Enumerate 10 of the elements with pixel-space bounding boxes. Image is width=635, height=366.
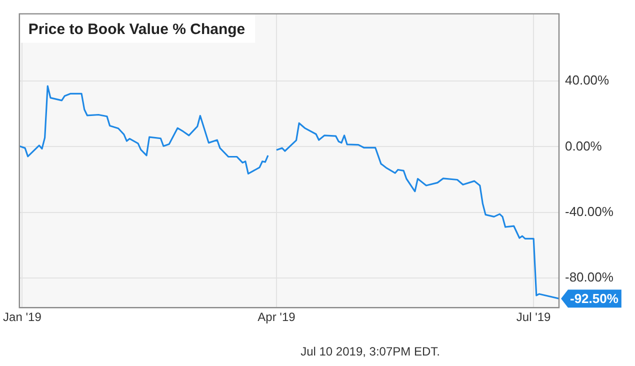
x-tick-label: Jul '19 <box>516 310 552 324</box>
annotation: -92.50% <box>570 291 619 306</box>
text: Price to Book Value % Change <box>28 20 246 38</box>
y-tick-label: 0.00% <box>565 138 602 154</box>
text: Jul 10 2019, 3:07PM EDT. <box>300 344 440 358</box>
y-tick-label: -40.00% <box>565 204 614 219</box>
x-tick-label: Jan '19 <box>3 310 42 324</box>
y-tick-label: 40.00% <box>565 72 610 88</box>
y-tick-label: -80.00% <box>565 270 614 285</box>
x-tick-label: Apr '19 <box>258 310 296 324</box>
